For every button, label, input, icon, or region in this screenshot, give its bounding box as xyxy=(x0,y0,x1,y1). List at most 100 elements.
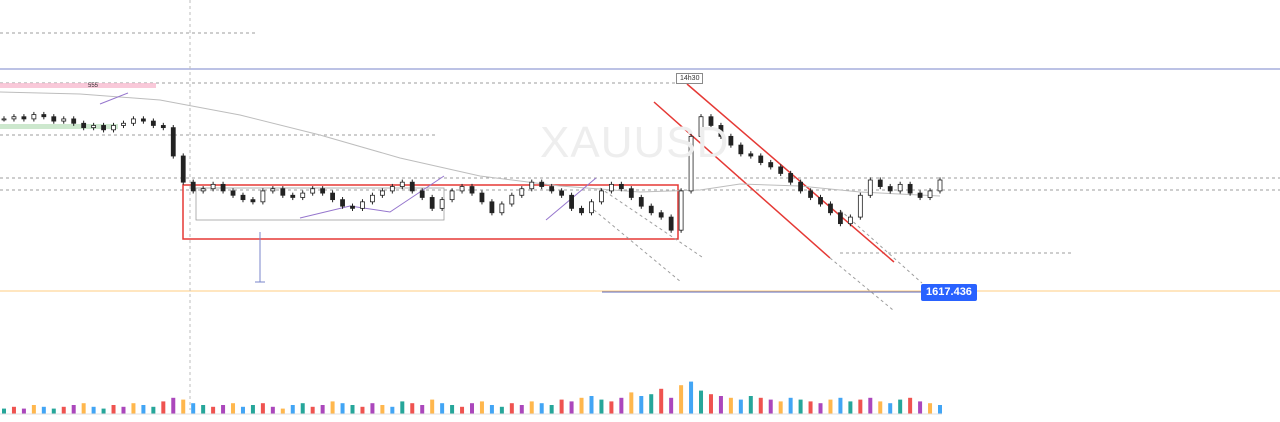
volume-bar xyxy=(589,396,594,414)
candle-body xyxy=(609,183,614,192)
volume-bar xyxy=(898,399,903,414)
volume-bar xyxy=(71,405,76,414)
volume-bar xyxy=(838,397,843,414)
volume-bar xyxy=(699,390,704,414)
volume-bar xyxy=(848,401,853,414)
volume-bar xyxy=(390,406,395,414)
zone-label: 555 xyxy=(88,83,99,89)
volume-bar xyxy=(908,397,913,414)
candle-body xyxy=(429,197,435,209)
range-dashed-down-2 xyxy=(593,209,682,283)
candle-body xyxy=(798,181,803,192)
volume-bar xyxy=(260,403,265,414)
volume-bar xyxy=(470,403,474,414)
volume-bar xyxy=(619,397,624,414)
volume-bar xyxy=(430,399,435,414)
channel-dashed-extension-2 xyxy=(839,209,923,284)
volume-bar xyxy=(599,399,604,414)
candles-layer xyxy=(1,111,943,233)
volume-bar xyxy=(370,403,375,414)
candle-body xyxy=(529,181,535,190)
volume-bar xyxy=(151,406,156,414)
candle-body xyxy=(887,186,893,192)
volume-bar xyxy=(280,408,285,414)
volume-bar xyxy=(290,405,295,414)
candle-body xyxy=(81,122,87,129)
candle-body xyxy=(141,118,146,122)
candle-body xyxy=(290,194,296,198)
candle-body xyxy=(599,190,604,203)
volume-bar xyxy=(519,405,524,414)
candle-body xyxy=(320,188,326,194)
candle-body xyxy=(728,135,734,146)
candle-body xyxy=(370,194,375,203)
volume-bar xyxy=(788,397,793,414)
candle-body xyxy=(857,194,863,218)
candle-body xyxy=(350,205,355,209)
channel-lower-line[interactable] xyxy=(653,101,831,259)
volume-bar xyxy=(679,385,684,414)
candle-body xyxy=(389,186,395,192)
horizontal-levels xyxy=(0,0,1280,410)
volume-bar xyxy=(420,405,425,414)
volume-bar xyxy=(121,406,126,414)
purple-swing-1 xyxy=(299,175,445,219)
candle-body xyxy=(131,118,136,124)
candle-body xyxy=(499,203,505,214)
candle-body xyxy=(280,188,286,196)
channel-dashed-extension xyxy=(829,257,894,311)
candle-body xyxy=(310,188,316,194)
candle-body xyxy=(708,116,714,126)
volume-bar xyxy=(61,406,66,414)
candle-body xyxy=(459,186,465,192)
volume-bar xyxy=(489,405,494,414)
volume-bar xyxy=(320,405,325,414)
volume-bar xyxy=(330,401,335,414)
volume-bar xyxy=(798,399,803,414)
volume-bar xyxy=(400,401,405,414)
volume-bar xyxy=(270,406,275,414)
pink-zone xyxy=(0,83,156,88)
time-marker-label: 14h30 xyxy=(676,73,704,84)
purple-swing-3 xyxy=(99,92,129,105)
volume-bar xyxy=(111,405,116,414)
candle-body xyxy=(409,181,415,192)
candle-body xyxy=(818,197,823,205)
candle-body xyxy=(668,216,674,231)
volume-bar xyxy=(91,406,96,414)
current-price-label[interactable]: 1617.436 xyxy=(921,284,977,301)
candle-body xyxy=(150,120,156,126)
volume-bar xyxy=(938,405,942,414)
candle-body xyxy=(71,118,77,124)
volume-bar xyxy=(21,408,26,414)
volume-bar xyxy=(460,406,465,414)
candle-body xyxy=(330,192,335,201)
candle-body xyxy=(220,183,226,192)
volume-bar xyxy=(728,397,733,414)
volume-bar xyxy=(31,405,36,414)
volume-bar xyxy=(868,397,873,414)
candle-body xyxy=(41,114,47,118)
candle-body xyxy=(399,181,405,187)
volume-bar xyxy=(171,397,176,414)
volume-bar xyxy=(191,403,196,414)
candle-body xyxy=(638,197,644,207)
volume-bar xyxy=(250,405,255,414)
candle-body xyxy=(121,122,126,126)
volume-bar xyxy=(51,408,56,414)
green-zone xyxy=(0,124,118,129)
volume-bar xyxy=(559,399,564,414)
candle-body xyxy=(788,173,794,183)
candle-body xyxy=(419,190,425,198)
candle-body xyxy=(519,188,525,196)
candle-body xyxy=(180,155,186,183)
candle-body xyxy=(61,118,67,122)
volume-bar xyxy=(649,394,654,414)
candle-body xyxy=(768,162,774,168)
candle-body xyxy=(559,190,565,196)
candle-body xyxy=(698,116,704,137)
candle-body xyxy=(210,183,216,190)
candle-body xyxy=(340,199,345,207)
volume-bar xyxy=(768,399,773,414)
